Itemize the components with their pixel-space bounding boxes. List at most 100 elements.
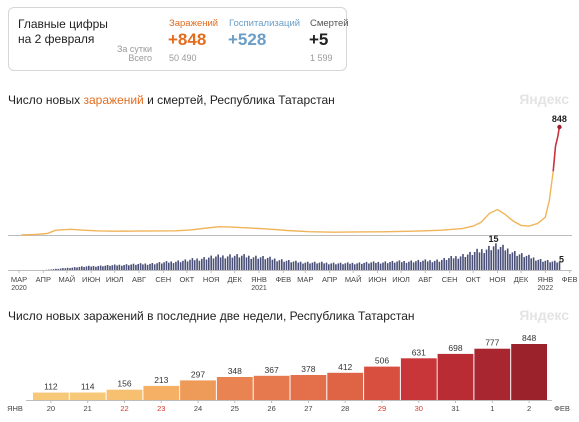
deaths-bar: [361, 263, 363, 270]
deaths-bar: [62, 268, 64, 270]
day-bar: [143, 385, 180, 400]
deaths-bar: [222, 255, 224, 270]
deaths-bar: [401, 262, 403, 270]
day-bar-value: 378: [301, 364, 315, 374]
deaths-total: 1 599: [310, 53, 333, 63]
x-tick-year: 2022: [538, 285, 554, 292]
deaths-bar: [537, 259, 540, 270]
day-bar-value: 848: [522, 333, 536, 343]
deaths-bar: [509, 254, 511, 270]
deaths-bar: [83, 267, 85, 270]
deaths-bar: [558, 261, 561, 270]
deaths-bar: [471, 255, 474, 270]
deaths-bar: [410, 260, 412, 270]
deaths-bar: [217, 254, 219, 270]
day-bar: [437, 353, 474, 400]
deaths-bar: [203, 257, 205, 270]
deaths-bar: [448, 258, 450, 270]
infections-label: Заражений: [169, 18, 219, 29]
day-bar: [216, 377, 253, 400]
deaths-bar: [464, 257, 467, 270]
day-tick-label: 31: [451, 404, 459, 413]
deaths-bar: [123, 265, 125, 270]
deaths-bar: [358, 262, 361, 270]
deaths-bar: [417, 259, 420, 270]
deaths-bar: [283, 261, 285, 270]
deaths-bar: [231, 257, 234, 270]
x-tick-label: ФЕВ: [275, 275, 291, 284]
deaths-bar: [459, 256, 462, 270]
day-bar-value: 698: [448, 343, 462, 353]
deaths-bar: [71, 267, 74, 270]
deaths-bar: [323, 263, 325, 270]
day-bar: [253, 375, 290, 400]
deaths-bar: [492, 246, 495, 270]
deaths-bar: [158, 262, 161, 270]
deaths-bar: [356, 263, 358, 270]
day-bar-value: 412: [338, 362, 352, 372]
chart1-title-part1: Число новых: [8, 93, 84, 107]
x-tick-label: ОКТ: [179, 275, 194, 284]
deaths-bar: [69, 268, 71, 270]
deaths-bar: [64, 268, 67, 270]
deaths-bar: [78, 266, 81, 270]
deaths-bar: [304, 262, 307, 270]
deaths-bar: [196, 258, 198, 270]
x-tick-label: ФЕВ: [562, 275, 578, 284]
day-bar-value: 631: [412, 347, 426, 357]
deaths-bar: [318, 262, 321, 270]
x-tick-label: ИЮН: [368, 275, 386, 284]
day-bar: [180, 380, 216, 400]
infections-line-recent: [552, 126, 561, 172]
day-bar-value: 114: [81, 382, 95, 392]
deaths-bar: [429, 260, 431, 270]
deaths-bar: [184, 259, 187, 270]
day-tick-label: 28: [341, 404, 349, 413]
deaths-bar: [299, 261, 302, 270]
deaths-bar: [73, 267, 76, 270]
deaths-bar: [525, 255, 528, 270]
day-bar: [327, 372, 364, 400]
deaths-bar: [403, 261, 405, 270]
deaths-bar: [514, 251, 516, 270]
deaths-bar: [99, 265, 102, 270]
summary-card: Главные цифры на 2 февраля За сутки Всег…: [8, 7, 349, 71]
deaths-bar: [396, 261, 398, 270]
deaths-bar: [544, 260, 547, 270]
deaths-bar: [262, 256, 264, 270]
deaths-bar: [302, 263, 304, 270]
deaths-bar: [106, 265, 109, 270]
day-tick-label: 24: [194, 404, 202, 413]
deaths-bar: [76, 267, 78, 270]
deaths-bar: [365, 261, 368, 270]
deaths-bar: [306, 261, 309, 270]
deaths-bar: [95, 266, 97, 270]
deaths-bar: [55, 268, 57, 270]
deaths-bar: [353, 264, 356, 270]
deaths-bar: [132, 263, 135, 270]
deaths-bar: [212, 258, 215, 270]
deaths-bar: [191, 258, 194, 270]
deaths-bar: [137, 264, 139, 270]
deaths-bar: [506, 248, 509, 270]
deaths-bar: [389, 262, 391, 270]
deaths-bar: [412, 262, 415, 270]
deaths-bar: [255, 255, 257, 270]
deaths-bar: [424, 259, 427, 270]
deaths-bar: [273, 258, 276, 270]
deaths-bar: [335, 264, 337, 271]
deaths-bar: [161, 263, 163, 270]
day-tick-label: 21: [84, 404, 92, 413]
two-week-bar-chart: 112 114 156 213 297 348 367 378 412 506 631 698 777 8…: [7, 333, 570, 413]
row-label-per-day: За сутки: [116, 44, 152, 54]
deaths-bar: [224, 258, 227, 270]
deaths-bar: [530, 258, 532, 270]
deaths-bar: [351, 262, 354, 270]
deaths-bar: [433, 260, 436, 270]
deaths-bar: [462, 254, 464, 270]
deaths-bar: [168, 262, 170, 270]
deaths-bar: [139, 263, 142, 270]
chart1-title: Число новых заражений и смертей, Республ…: [8, 93, 335, 107]
deaths-bar: [488, 245, 490, 270]
day-tick-label: 20: [47, 404, 55, 413]
